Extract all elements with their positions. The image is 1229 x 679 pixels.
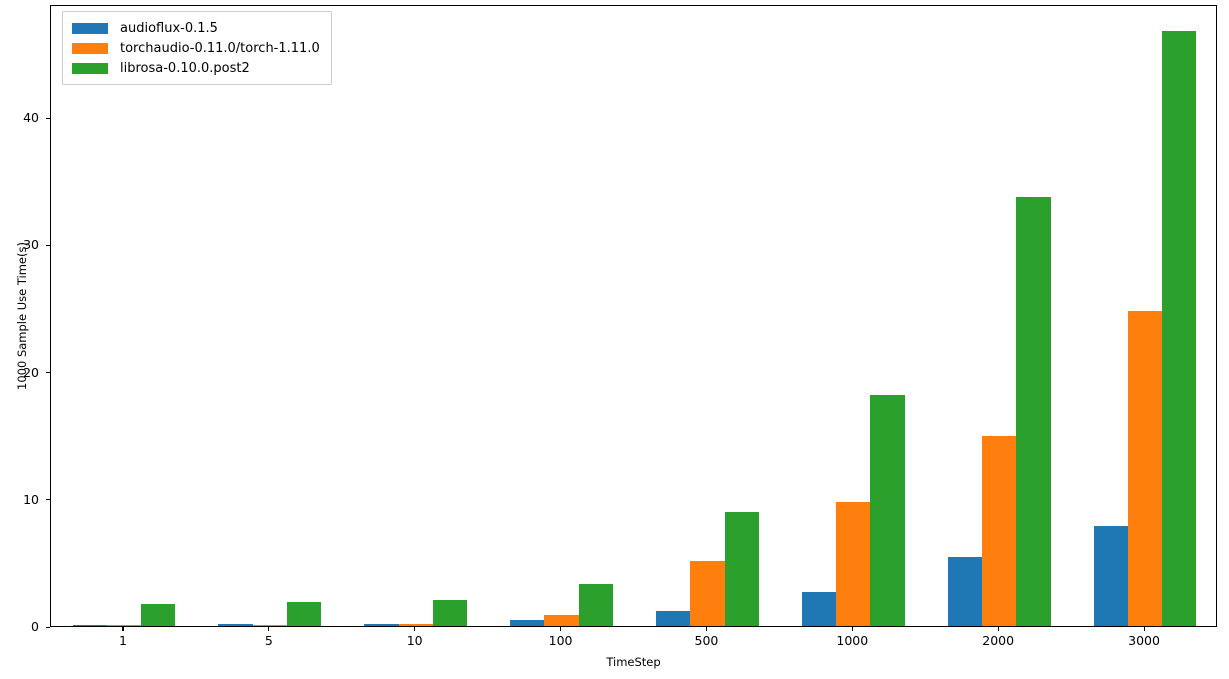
bar bbox=[398, 624, 433, 626]
x-axis-tick-label: 10 bbox=[406, 633, 423, 648]
x-axis-tick-mark bbox=[122, 627, 124, 631]
y-axis-tick-label: 40 bbox=[23, 110, 39, 126]
bar bbox=[364, 623, 399, 626]
x-axis-tick-label: 500 bbox=[694, 633, 719, 648]
x-axis-tick-mark bbox=[705, 627, 708, 631]
x-axis-label: TimeStep bbox=[606, 655, 661, 669]
y-axis-tick-label: 10 bbox=[23, 491, 39, 507]
bar bbox=[218, 624, 253, 626]
x-axis-tick-mark bbox=[268, 627, 270, 631]
bar bbox=[544, 615, 579, 626]
x-axis-tick-label: 3000 bbox=[1128, 633, 1160, 648]
y-axis-tick-mark bbox=[46, 372, 50, 374]
legend-label: torchaudio-0.11.0/torch-1.11.0 bbox=[120, 40, 320, 56]
plot-area bbox=[50, 5, 1217, 627]
legend-color-swatch bbox=[72, 22, 108, 34]
bar bbox=[801, 592, 837, 626]
y-axis-tick-mark bbox=[46, 117, 50, 119]
bar bbox=[982, 436, 1017, 626]
y-axis-tick-label: 30 bbox=[23, 237, 39, 253]
legend-color-swatch bbox=[72, 42, 108, 54]
bar bbox=[690, 561, 725, 626]
bar bbox=[72, 625, 107, 626]
y-axis-tick-mark bbox=[46, 499, 50, 501]
bar bbox=[656, 611, 691, 626]
x-axis-tick-mark bbox=[414, 627, 416, 631]
bar bbox=[432, 599, 468, 626]
bar bbox=[286, 602, 322, 626]
x-axis-tick-label: 2000 bbox=[982, 633, 1015, 648]
bar bbox=[578, 584, 613, 626]
legend-color-swatch bbox=[72, 62, 108, 74]
x-axis-tick-label: 1000 bbox=[836, 633, 869, 648]
x-axis-tick-label: 1 bbox=[118, 633, 127, 648]
bar bbox=[1127, 310, 1163, 626]
legend-label: audioflux-0.1.5 bbox=[120, 20, 218, 36]
legend-item: torchaudio-0.11.0/torch-1.11.0 bbox=[72, 38, 320, 58]
legend-item: librosa-0.10.0.post2 bbox=[72, 58, 320, 78]
bar bbox=[141, 604, 176, 626]
x-axis-tick-mark bbox=[851, 627, 853, 631]
x-axis-tick-mark bbox=[997, 627, 999, 631]
legend-label: librosa-0.10.0.post2 bbox=[120, 60, 250, 76]
y-axis-tick-label: 20 bbox=[23, 364, 39, 380]
bar bbox=[106, 625, 142, 626]
y-axis-tick-mark bbox=[46, 626, 50, 628]
bar bbox=[836, 501, 871, 626]
bar bbox=[1162, 30, 1197, 626]
legend-item: audioflux-0.1.5 bbox=[72, 18, 320, 38]
bar bbox=[1093, 525, 1128, 626]
bar bbox=[870, 394, 905, 626]
bar bbox=[1016, 197, 1051, 626]
bar bbox=[510, 620, 545, 626]
x-axis-tick-label: 100 bbox=[548, 633, 573, 648]
x-axis-tick-label: 5 bbox=[264, 633, 273, 648]
x-axis-tick-mark bbox=[1143, 627, 1145, 631]
y-axis-tick-mark bbox=[46, 244, 50, 246]
x-axis-tick-mark bbox=[560, 627, 562, 631]
bar bbox=[947, 557, 983, 626]
legend: audioflux-0.1.5 torchaudio-0.11.0/torch-1… bbox=[62, 11, 332, 85]
bar bbox=[724, 511, 759, 626]
y-axis-label: 1000 Sample Use Time(s) bbox=[15, 242, 29, 390]
y-axis-tick-label: 0 bbox=[31, 619, 39, 634]
bar bbox=[252, 625, 287, 626]
